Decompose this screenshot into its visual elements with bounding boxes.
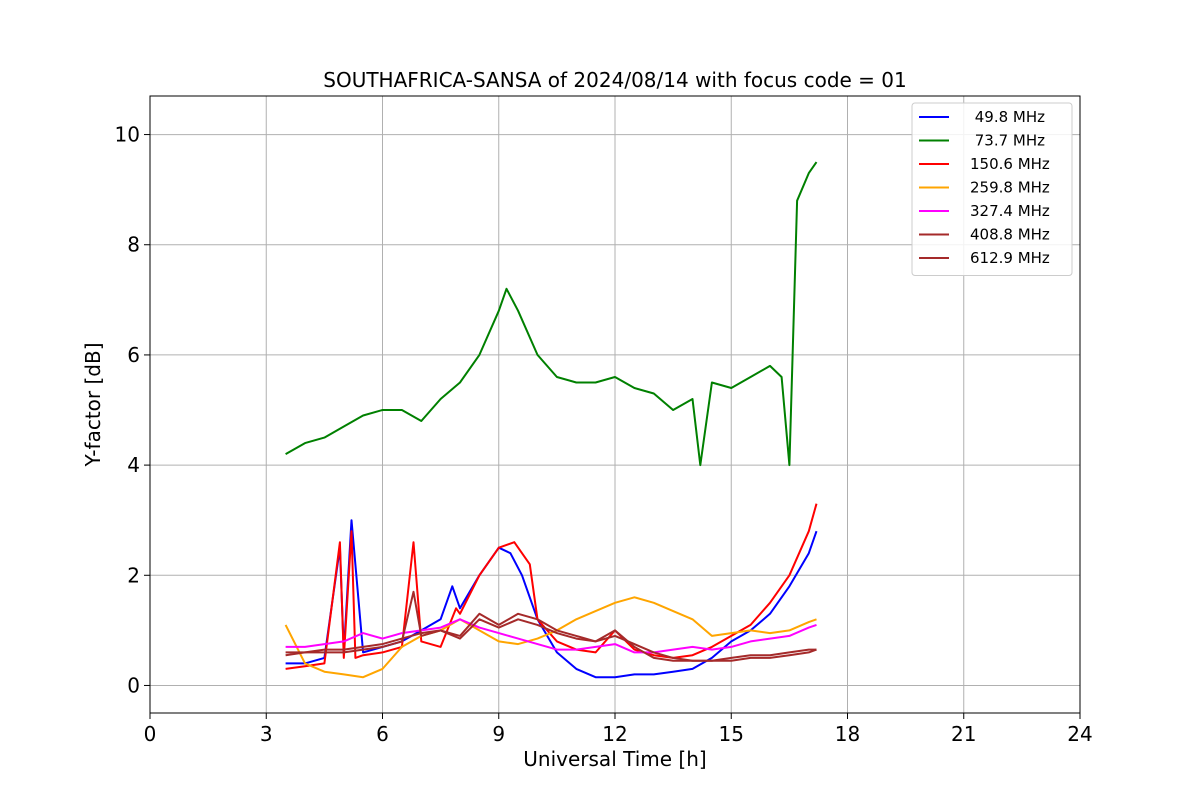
legend-entry: 49.8 MHz bbox=[970, 108, 1045, 126]
legend-box bbox=[911, 102, 1073, 276]
x-tick-label: 15 bbox=[719, 722, 744, 746]
legend-entry: 408.8 MHz bbox=[970, 226, 1050, 244]
x-tick-label: 24 bbox=[1067, 722, 1092, 746]
legend-entry: 73.7 MHz bbox=[970, 132, 1045, 150]
chart-title: SOUTHAFRICA-SANSA of 2024/08/14 with foc… bbox=[323, 68, 907, 92]
series-layer bbox=[284, 161, 818, 679]
y-tick-label: 0 bbox=[127, 673, 140, 697]
legend-entry: 612.9 MHz bbox=[970, 249, 1050, 267]
series-line-2 bbox=[285, 503, 818, 670]
legend-entry: 150.6 MHz bbox=[970, 155, 1050, 173]
y-axis-label: Y-factor [dB] bbox=[81, 342, 105, 467]
x-tick-label: 0 bbox=[144, 722, 157, 746]
series-line-4 bbox=[285, 618, 817, 654]
legend-entry: 259.8 MHz bbox=[970, 179, 1050, 197]
series-line-5 bbox=[285, 590, 817, 662]
x-tick-label: 18 bbox=[835, 722, 860, 746]
x-tick-label: 21 bbox=[951, 722, 976, 746]
y-tick-label: 8 bbox=[127, 233, 140, 257]
series-line-6 bbox=[285, 618, 817, 662]
series-line-1 bbox=[285, 161, 818, 467]
x-tick-label: 12 bbox=[602, 722, 627, 746]
y-tick-label: 6 bbox=[127, 343, 140, 367]
x-tick-label: 3 bbox=[260, 722, 273, 746]
legend-entry: 327.4 MHz bbox=[970, 202, 1050, 220]
x-axis-label: Universal Time [h] bbox=[523, 747, 706, 771]
legend: 49.8 MHz 73.7 MHz 150.6 MHz 259.8 MHz 327.4… bbox=[911, 102, 1073, 276]
x-tick-label: 6 bbox=[376, 722, 389, 746]
y-tick-label: 2 bbox=[127, 563, 140, 587]
y-tick-label: 4 bbox=[127, 453, 140, 477]
y-tick-label: 10 bbox=[115, 123, 140, 147]
x-tick-label: 9 bbox=[492, 722, 505, 746]
